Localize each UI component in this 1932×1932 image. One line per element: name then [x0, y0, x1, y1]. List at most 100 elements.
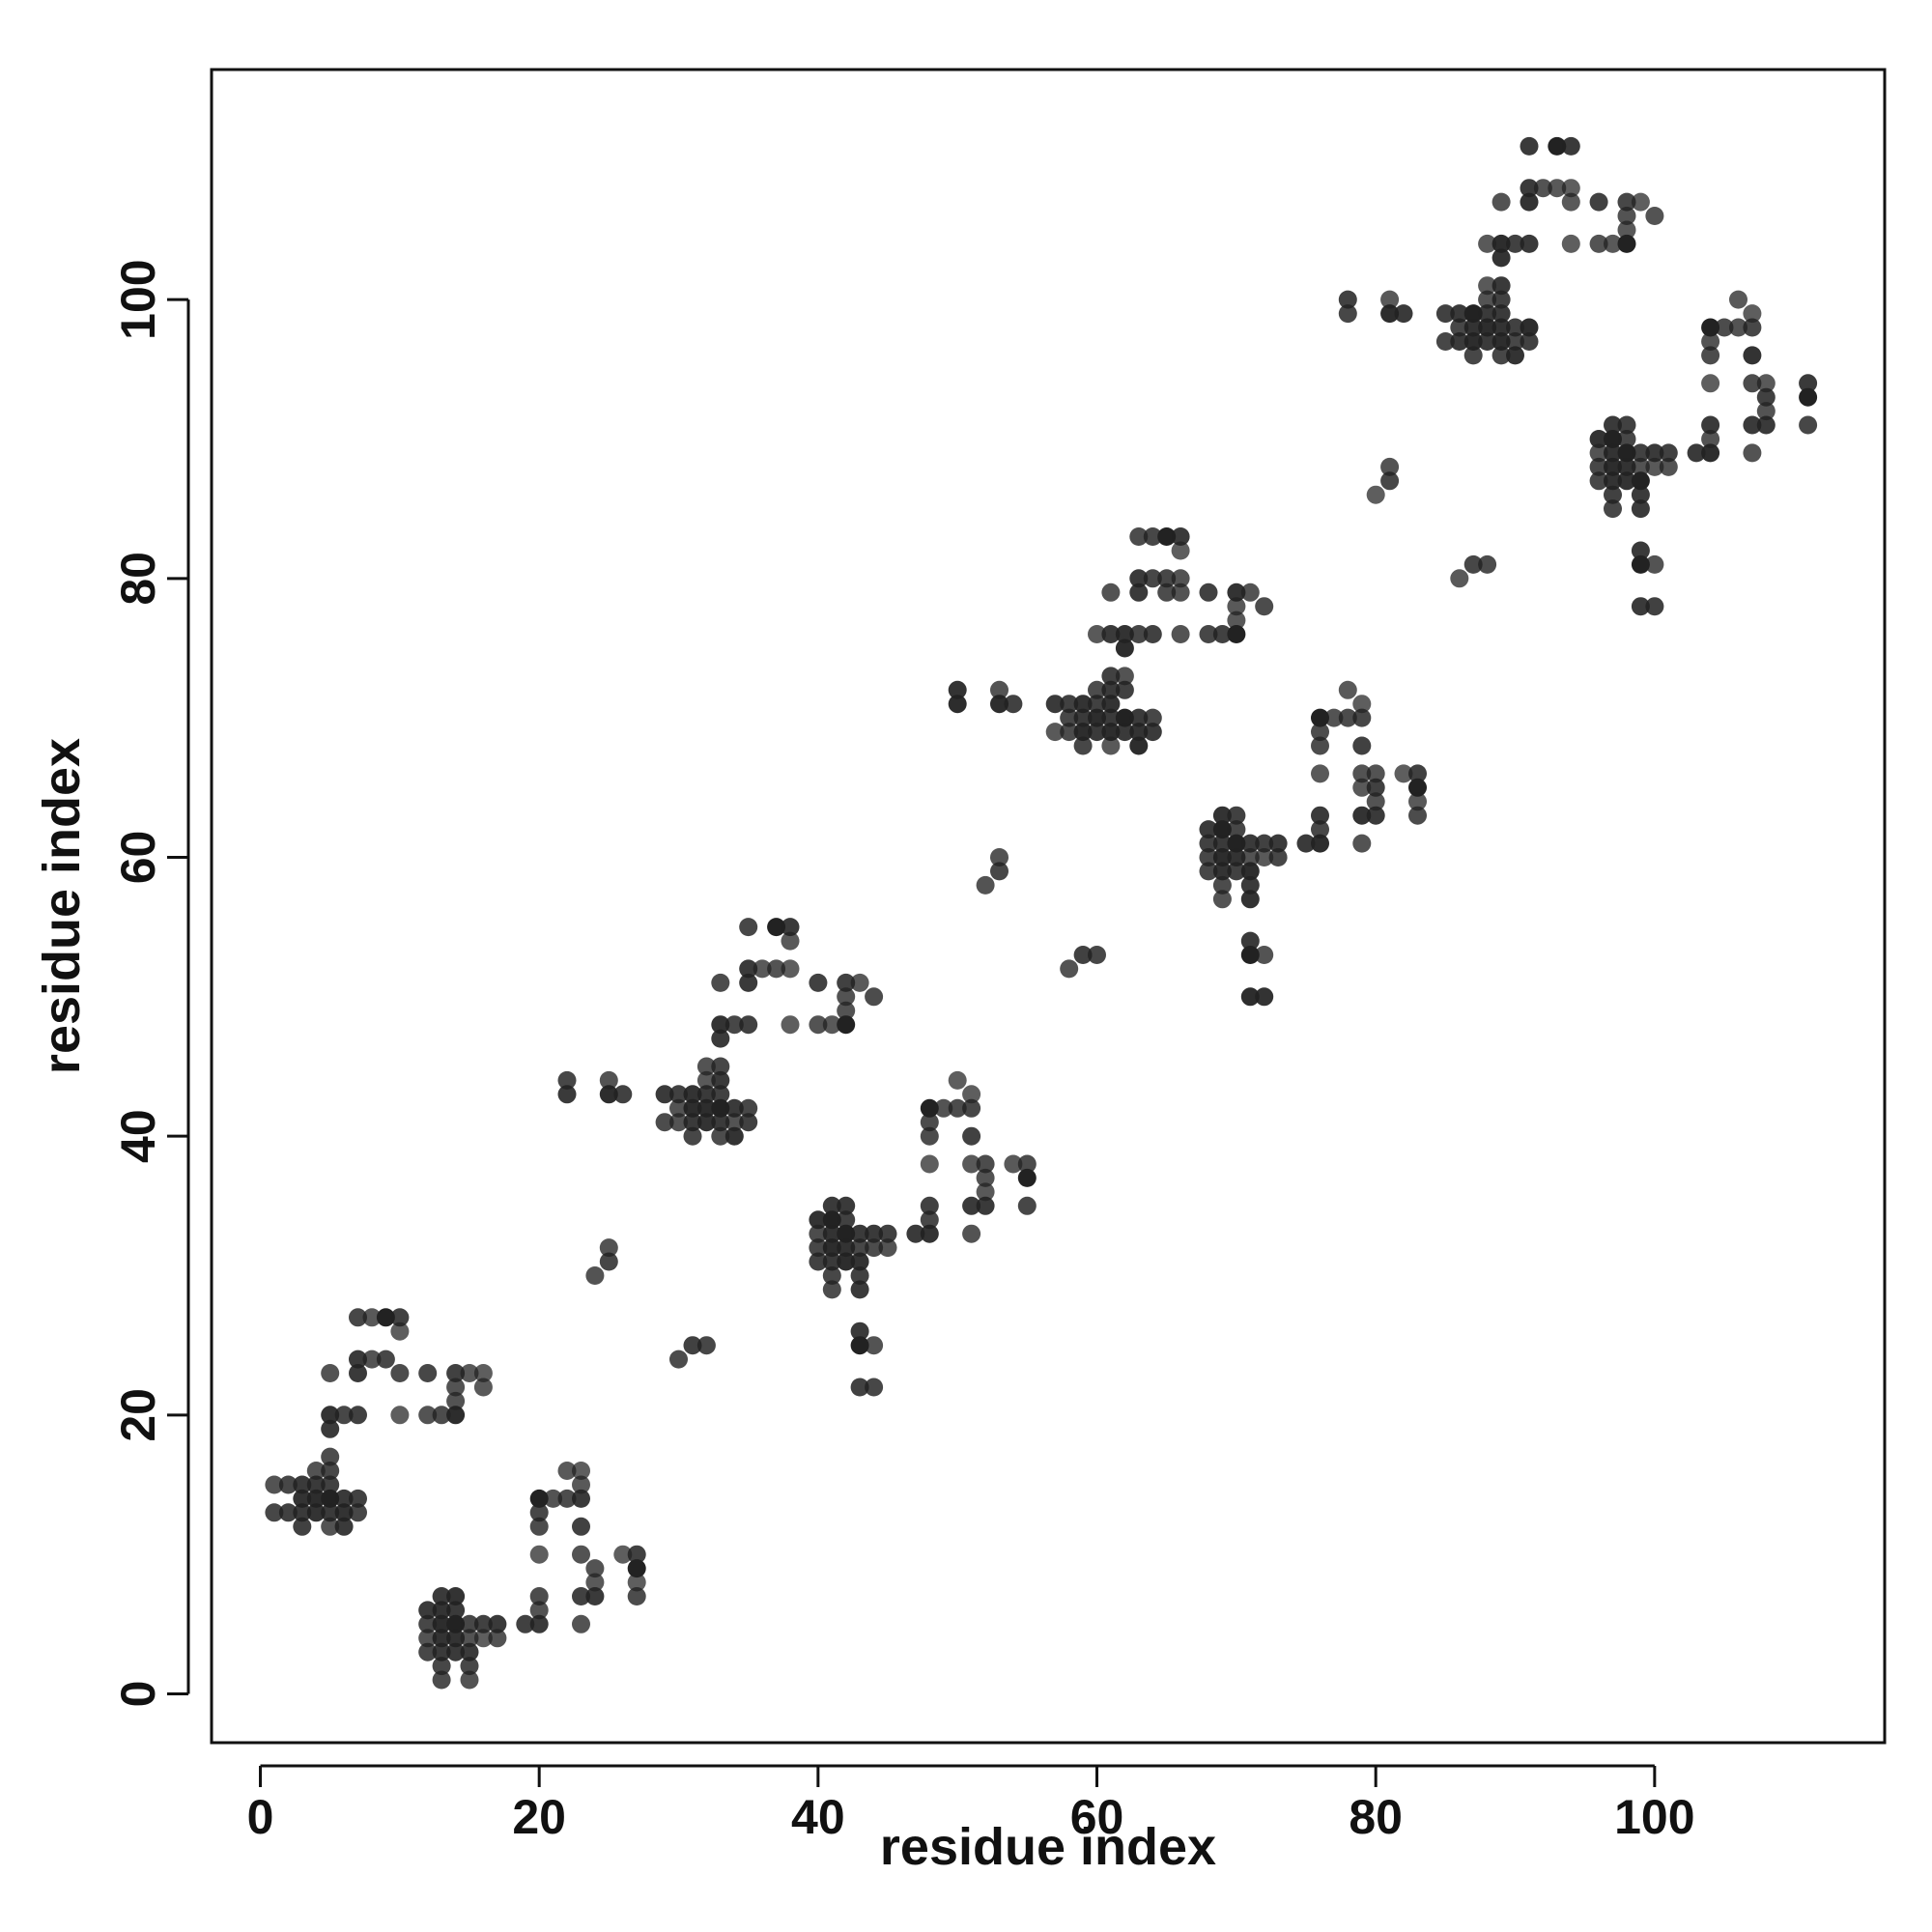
data-point	[1255, 946, 1274, 964]
data-point	[446, 1629, 466, 1648]
data-point	[1212, 834, 1232, 853]
data-point	[473, 1364, 493, 1382]
x-tick-label: 40	[791, 1790, 845, 1844]
data-point	[529, 1587, 549, 1605]
data-point	[376, 1350, 395, 1369]
y-tick-label: 40	[111, 1109, 165, 1163]
data-point	[1631, 485, 1650, 504]
data-point	[1604, 457, 1622, 476]
data-point	[334, 1406, 354, 1425]
data-point	[529, 1545, 549, 1564]
data-point	[822, 1252, 841, 1271]
data-point	[1589, 471, 1608, 491]
data-point	[711, 973, 730, 992]
data-point	[1450, 569, 1469, 588]
data-point	[1227, 848, 1246, 867]
data-point	[767, 959, 786, 979]
data-point	[1212, 625, 1232, 643]
data-point	[878, 1238, 897, 1258]
data-point	[278, 1503, 298, 1522]
x-axis-title: residue index	[880, 1818, 1216, 1876]
data-point	[1631, 499, 1650, 519]
data-point	[1171, 582, 1190, 602]
data-point	[1199, 582, 1218, 602]
data-point	[1492, 332, 1511, 351]
data-point	[781, 931, 800, 951]
data-point	[1799, 387, 1818, 407]
data-point	[837, 1001, 856, 1020]
data-point	[1073, 723, 1093, 742]
data-point	[334, 1517, 354, 1536]
data-point	[1352, 834, 1372, 853]
data-point	[1060, 959, 1079, 979]
x-tick-label: 60	[1070, 1790, 1124, 1844]
data-point	[739, 959, 758, 979]
data-point	[418, 1601, 438, 1620]
data-point	[1268, 834, 1288, 853]
data-point	[1478, 304, 1497, 324]
data-point	[1701, 430, 1720, 448]
data-point	[1604, 430, 1622, 448]
data-point	[1561, 192, 1580, 212]
data-point	[920, 1113, 939, 1132]
data-point	[278, 1475, 298, 1494]
data-point	[1157, 527, 1177, 546]
data-point	[1115, 708, 1134, 727]
data-point	[711, 1070, 730, 1090]
y-tick-label: 20	[111, 1388, 165, 1442]
data-point	[850, 1266, 869, 1285]
data-point	[1631, 471, 1650, 491]
data-point	[446, 1587, 466, 1605]
data-point	[1311, 708, 1329, 727]
data-point	[572, 1587, 590, 1605]
data-point	[1743, 346, 1762, 365]
data-point	[321, 1462, 340, 1480]
data-point	[1255, 987, 1274, 1007]
data-point	[432, 1642, 451, 1662]
data-point	[1352, 764, 1372, 783]
data-point	[572, 1614, 590, 1634]
data-point	[446, 1364, 466, 1382]
data-point	[293, 1475, 312, 1494]
x-axis: 0 20 40 60 80 100	[247, 1764, 1695, 1844]
data-point	[878, 1224, 897, 1243]
data-point	[1101, 667, 1121, 686]
data-point	[349, 1503, 367, 1522]
data-point	[976, 1196, 995, 1215]
data-point	[1255, 848, 1274, 867]
data-point	[1492, 290, 1511, 309]
data-point	[1212, 875, 1232, 895]
data-point	[321, 1406, 340, 1425]
data-point	[1743, 318, 1762, 337]
data-point	[962, 1196, 981, 1215]
data-point	[850, 1252, 869, 1271]
data-point	[529, 1503, 549, 1522]
data-point	[1645, 457, 1664, 476]
data-point	[1101, 708, 1121, 727]
data-point	[1129, 723, 1149, 742]
data-point	[599, 1238, 618, 1258]
data-point	[473, 1378, 493, 1397]
data-point	[321, 1517, 340, 1536]
data-point	[529, 1601, 549, 1620]
data-point	[321, 1489, 340, 1508]
data-point	[446, 1391, 466, 1410]
data-point	[488, 1629, 507, 1648]
data-point	[781, 918, 800, 937]
data-point	[1143, 625, 1162, 643]
data-point	[613, 1545, 633, 1564]
data-point	[1380, 304, 1400, 324]
data-point	[822, 1210, 841, 1230]
data-point	[1478, 554, 1497, 574]
data-point	[1631, 541, 1650, 560]
data-point	[1060, 723, 1079, 742]
data-point	[1492, 248, 1511, 268]
data-point	[585, 1573, 605, 1592]
data-point	[1756, 402, 1776, 421]
data-point	[1604, 415, 1622, 435]
data-point	[1268, 848, 1288, 867]
data-point	[1088, 723, 1106, 742]
data-point	[1743, 304, 1762, 324]
data-point	[1366, 806, 1385, 825]
